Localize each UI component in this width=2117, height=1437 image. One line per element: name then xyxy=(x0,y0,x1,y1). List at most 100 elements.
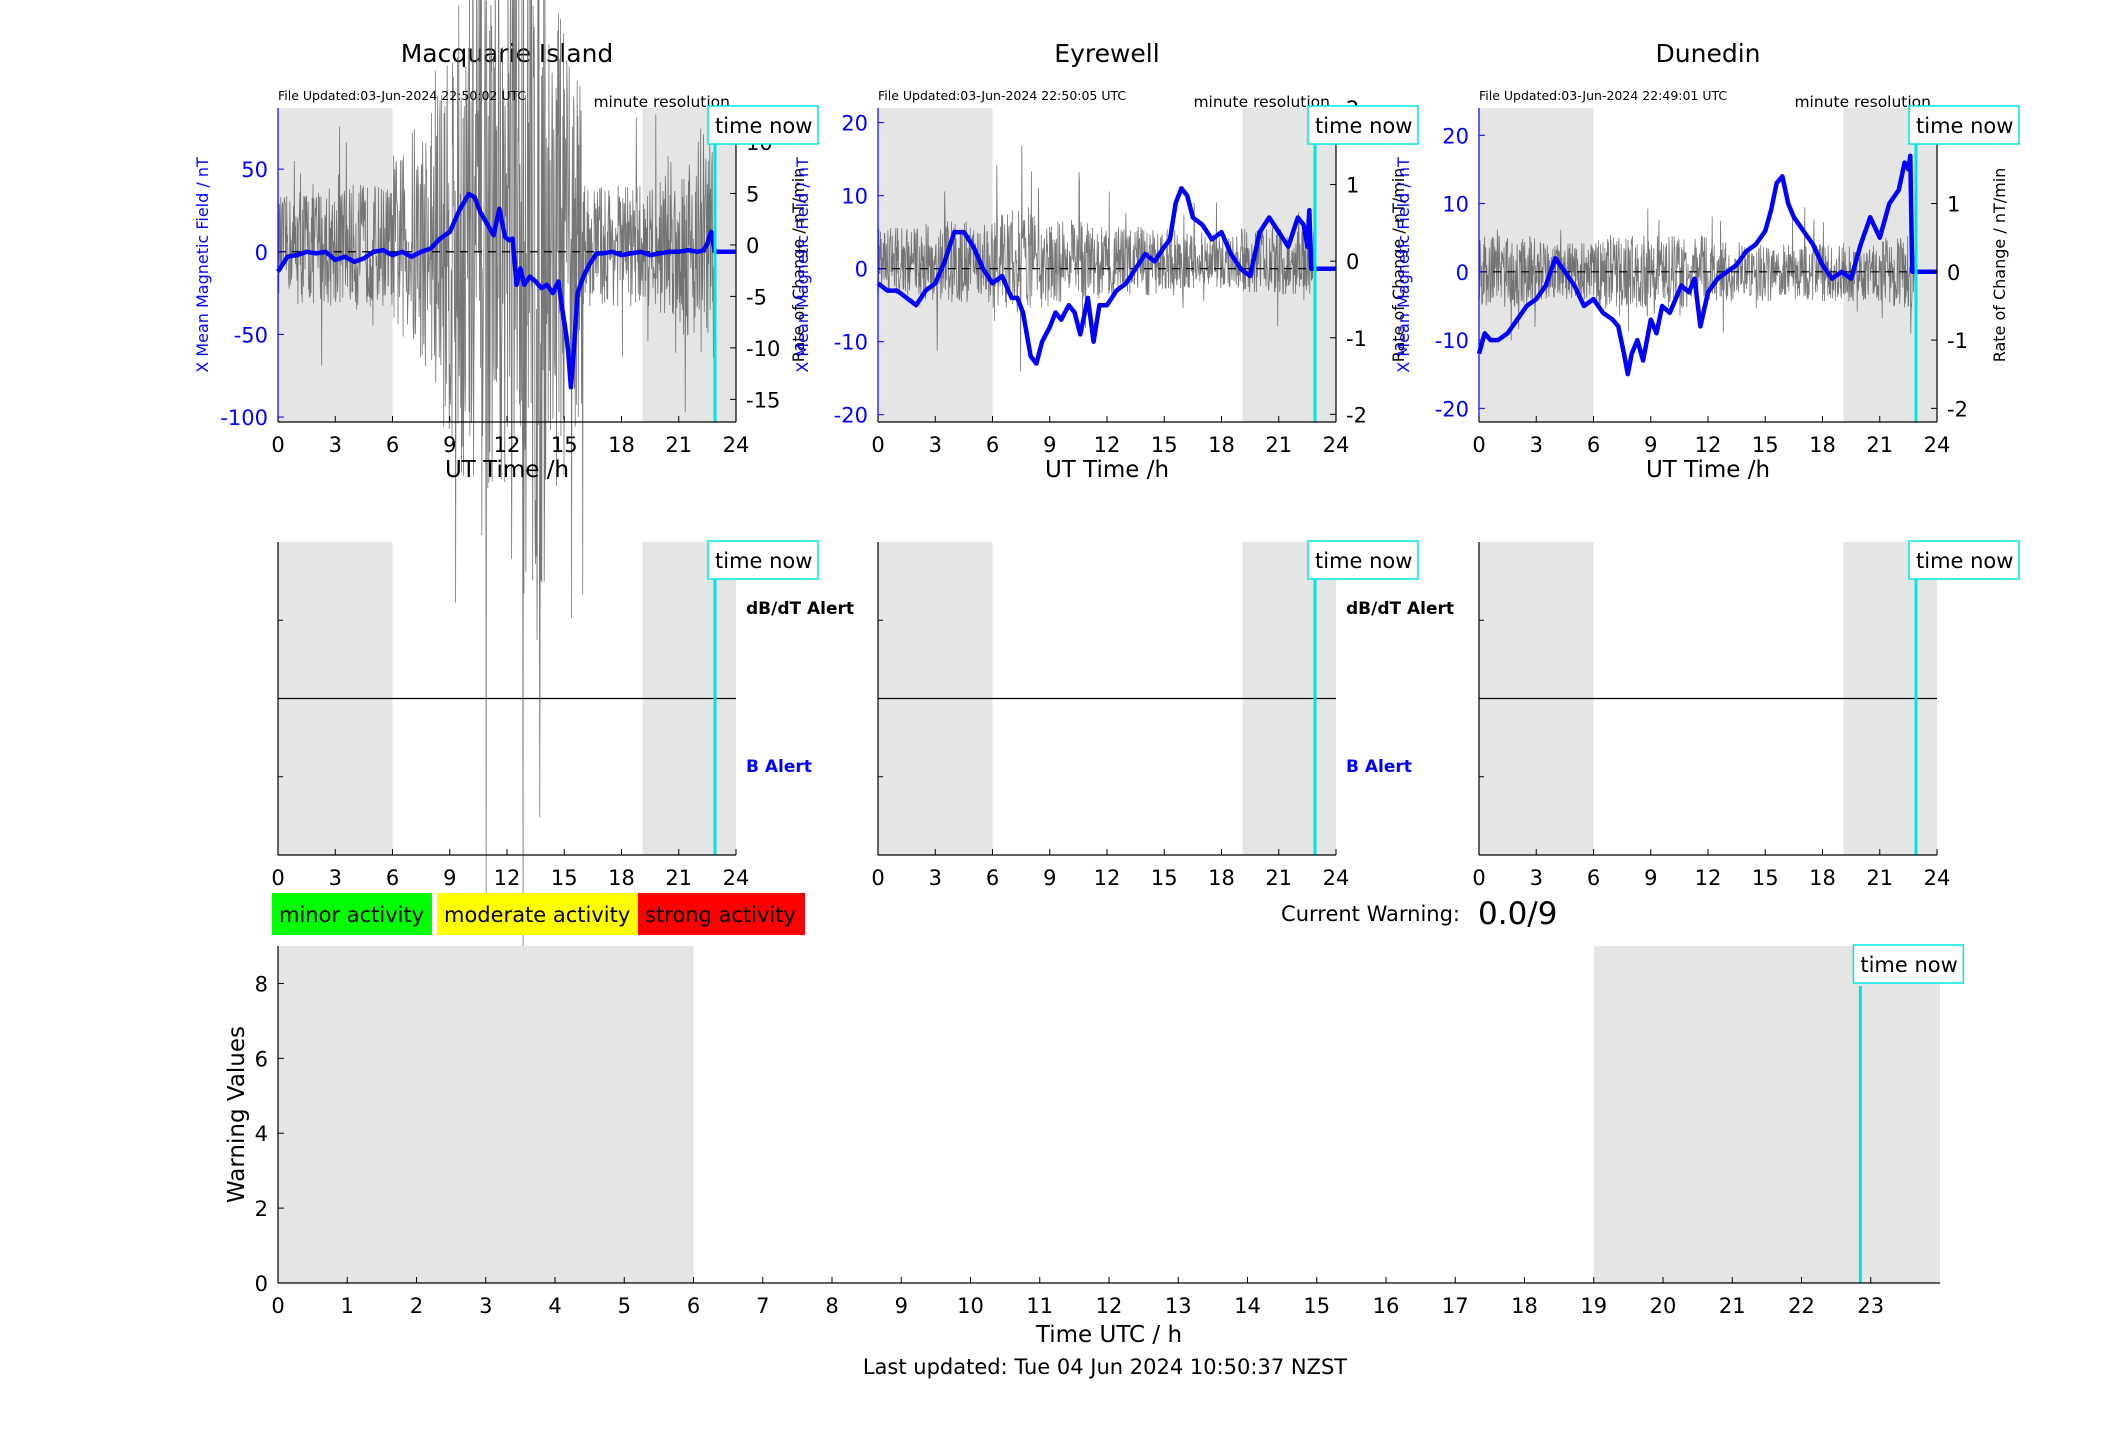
x-tick-label: 3 xyxy=(329,433,342,457)
panel-title: Dunedin xyxy=(1656,39,1761,68)
alert-panel: 0 3 6 9 12 15 18 21 24 dB/dT Alert B Alert time now xyxy=(871,540,1454,890)
x-tick-label: 3 xyxy=(929,866,942,890)
legend-label: strong activity xyxy=(645,903,796,927)
y-tick-label: 6 xyxy=(255,1047,268,1071)
x-tick-label: 18 xyxy=(1809,866,1836,890)
y-tick-label: -100 xyxy=(220,406,268,430)
y-tick-label: -10 xyxy=(834,331,868,355)
y-tick-label: 0 xyxy=(1346,250,1359,274)
x-tick-label: 0 xyxy=(271,433,284,457)
x-tick-label: 10 xyxy=(957,1294,984,1318)
legend-swatch xyxy=(437,893,640,935)
y-tick-label: 0 xyxy=(1456,261,1469,285)
x-tick-label: 1 xyxy=(341,1294,354,1318)
x-tick-label: 9 xyxy=(443,433,456,457)
magnetic-field-line xyxy=(1476,153,1937,377)
magnetic-field-line xyxy=(276,191,736,390)
x-tick-label: 12 xyxy=(494,433,521,457)
time-now-box-frame xyxy=(1307,105,1419,145)
x-tick-label: 12 xyxy=(494,866,521,890)
x-tick-label: 23 xyxy=(1857,1294,1884,1318)
y-tick-label: 8 xyxy=(255,972,268,996)
x-tick-label: 0 xyxy=(271,866,284,890)
x-tick-label: 24 xyxy=(723,433,750,457)
x-tick-label: 15 xyxy=(1752,866,1779,890)
x-tick-label: 20 xyxy=(1650,1294,1677,1318)
time-now-label: time now xyxy=(1916,114,2013,138)
x-tick-label: 4 xyxy=(548,1294,561,1318)
y-axis-label-right: Rate of Change / nT/min xyxy=(789,168,808,363)
x-tick-label: 21 xyxy=(665,866,692,890)
time-now-label: time now xyxy=(1315,549,1412,573)
y-tick-label: 0 xyxy=(855,258,868,282)
y-tick-label: 4 xyxy=(255,1122,268,1146)
x-tick-label: 15 xyxy=(1151,433,1178,457)
y-tick-label: 0 xyxy=(746,234,759,258)
x-tick-label: 21 xyxy=(1265,866,1292,890)
x-tick-label: 0 xyxy=(871,433,884,457)
x-tick-label: 12 xyxy=(1094,866,1121,890)
x-tick-label: 15 xyxy=(1303,1294,1330,1318)
time-now-box-frame xyxy=(1307,540,1419,580)
x-tick-label: 18 xyxy=(1208,433,1235,457)
x-tick-label: 6 xyxy=(1587,433,1600,457)
x-tick-label: 15 xyxy=(1151,866,1178,890)
y-axis-label-left: X Mean Magnetic Field / nT xyxy=(193,157,212,373)
y-axis-label-right: Rate of Change / nT/min xyxy=(1990,168,2009,363)
x-tick-label: 9 xyxy=(1644,866,1657,890)
time-now-label: time now xyxy=(1916,549,2013,573)
x-tick-label: 7 xyxy=(756,1294,769,1318)
x-tick-label: 9 xyxy=(1043,866,1056,890)
time-now-label: time now xyxy=(1860,953,1957,977)
x-tick-label: 9 xyxy=(443,866,456,890)
legend-swatch xyxy=(638,893,805,935)
rate-of-change-line xyxy=(877,145,1316,372)
x-tick-label: 19 xyxy=(1580,1294,1607,1318)
time-now-box-frame xyxy=(707,105,819,145)
x-axis-label: UT Time /h xyxy=(445,457,569,483)
x-tick-label: 3 xyxy=(329,866,342,890)
y-tick-label: -10 xyxy=(746,337,780,361)
x-tick-label: 24 xyxy=(1323,866,1350,890)
y-tick-label: 10 xyxy=(841,185,868,209)
rate-of-change-line xyxy=(277,0,716,957)
x-tick-label: 18 xyxy=(608,866,635,890)
x-tick-label: 18 xyxy=(1208,866,1235,890)
time-now-box: time now xyxy=(1307,105,1419,145)
x-tick-label: 21 xyxy=(1866,433,1893,457)
x-tick-label: 0 xyxy=(271,1294,284,1318)
time-now-box: time now xyxy=(707,540,819,580)
y-tick-label: -15 xyxy=(746,388,780,412)
file-updated-text: File Updated:03-Jun-2024 22:49:01 UTC xyxy=(1479,88,1727,103)
resolution-text: minute resolution xyxy=(593,93,730,111)
x-tick-label: 6 xyxy=(687,1294,700,1318)
x-tick-label: 21 xyxy=(1866,866,1893,890)
dbdt-alert-label: dB/dT Alert xyxy=(1346,599,1454,619)
y-tick-label: 0 xyxy=(255,1272,268,1296)
night-shade xyxy=(278,946,694,1283)
x-tick-label: 21 xyxy=(665,433,692,457)
y-axis-label-left: X Mean Magnetic Field / nT xyxy=(1394,157,1413,373)
x-tick-label: 0 xyxy=(1472,866,1485,890)
dbdt-alert-label: dB/dT Alert xyxy=(746,599,854,619)
x-tick-label: 12 xyxy=(1695,433,1722,457)
y-tick-label: -50 xyxy=(234,323,268,347)
x-tick-label: 14 xyxy=(1234,1294,1261,1318)
x-tick-label: 6 xyxy=(386,433,399,457)
y-axis-label-right: Rate of Change / nT/min xyxy=(1389,168,1408,363)
x-tick-label: 11 xyxy=(1026,1294,1053,1318)
time-now-box-frame xyxy=(1908,540,2020,580)
y-tick-label: 1 xyxy=(1947,193,1960,217)
x-tick-label: 9 xyxy=(1644,433,1657,457)
x-tick-label: 6 xyxy=(986,433,999,457)
x-tick-label: 15 xyxy=(1752,433,1779,457)
file-updated-text: File Updated:03-Jun-2024 22:50:05 UTC xyxy=(878,88,1126,103)
y-tick-label: -20 xyxy=(1435,397,1469,421)
x-tick-label: 9 xyxy=(1043,433,1056,457)
x-tick-label: 18 xyxy=(608,433,635,457)
